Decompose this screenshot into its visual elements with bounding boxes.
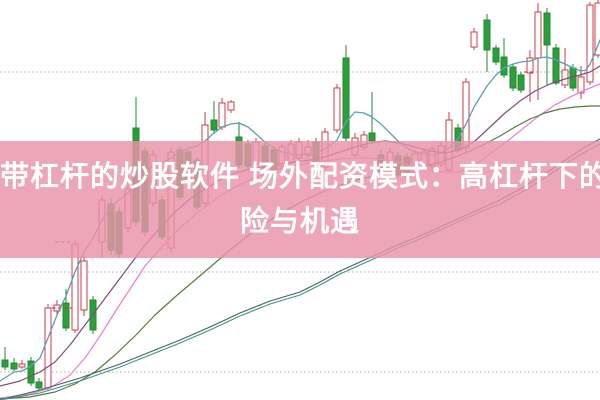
candle-up <box>534 11 542 59</box>
headline-banner: 带杠杆的炒股软件 场外配资模式：高杠杆下的风 险与机遇 <box>0 141 600 258</box>
candle-down <box>500 56 508 76</box>
candle-down <box>483 19 491 51</box>
candle-up <box>586 4 594 83</box>
candle-up <box>594 2 600 56</box>
candle-up <box>561 69 569 86</box>
candle-up <box>227 101 235 111</box>
candle-up <box>577 76 585 94</box>
candle-up <box>18 363 26 368</box>
candle-up <box>526 57 534 74</box>
candle-down <box>1 359 9 368</box>
candle-down <box>509 66 517 89</box>
candle-up <box>218 102 226 128</box>
candle-down <box>368 132 376 142</box>
candle-down <box>62 302 70 329</box>
candle-up <box>80 260 88 311</box>
candle-up <box>462 81 470 149</box>
candle-down <box>552 47 560 84</box>
candle-up <box>44 307 52 389</box>
candle-up <box>333 87 341 131</box>
candle-down <box>35 381 43 389</box>
candle-down <box>492 47 500 63</box>
candle-down <box>342 57 350 139</box>
candle-up <box>470 31 478 48</box>
candle-down <box>27 360 35 384</box>
candle-down <box>543 12 551 46</box>
candle-down <box>210 119 218 131</box>
headline-line-1: 带杠杆的炒股软件 场外配资模式：高杠杆下的风 <box>0 160 600 193</box>
candle-down <box>10 362 18 370</box>
headline-line-2: 险与机遇 <box>239 205 360 238</box>
candle-down <box>517 74 525 91</box>
